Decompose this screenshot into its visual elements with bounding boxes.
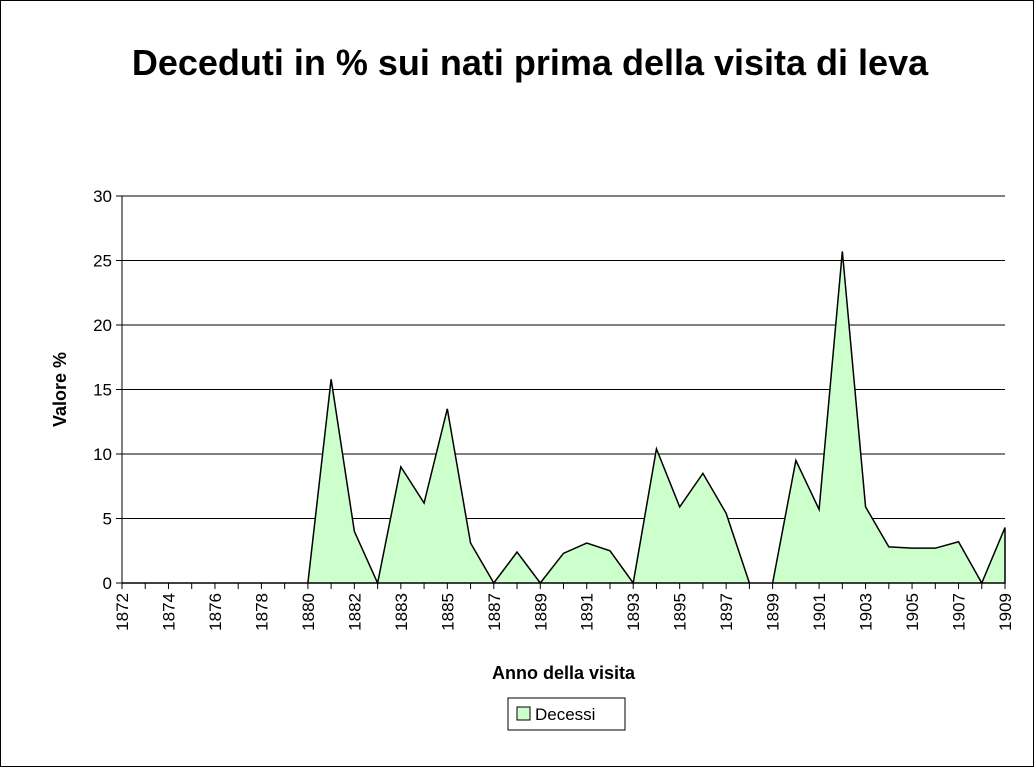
y-tick-label: 10 bbox=[93, 445, 112, 464]
legend-swatch bbox=[516, 706, 531, 721]
x-tick-label: 1872 bbox=[113, 593, 132, 631]
x-tick-label: 1893 bbox=[624, 593, 643, 631]
x-tick-label: 1903 bbox=[857, 593, 876, 631]
y-tick-label: 25 bbox=[93, 252, 112, 271]
x-tick-label: 1909 bbox=[996, 593, 1015, 631]
x-tick-label: 1885 bbox=[438, 593, 457, 631]
y-tick-label: 5 bbox=[103, 510, 112, 529]
x-tick-label: 1891 bbox=[578, 593, 597, 631]
x-tick-label: 1897 bbox=[717, 593, 736, 631]
x-axis-label: Anno della visita bbox=[492, 663, 636, 683]
x-tick-label: 1889 bbox=[531, 593, 550, 631]
chart-title: Deceduti in % sui nati prima della visit… bbox=[131, 42, 929, 83]
y-tick-label: 20 bbox=[93, 316, 112, 335]
legend-label: Decessi bbox=[535, 705, 595, 724]
x-tick-label: 1874 bbox=[159, 593, 178, 631]
x-tick-label: 1876 bbox=[206, 593, 225, 631]
y-tick-label: 0 bbox=[103, 574, 112, 593]
x-tick-label: 1882 bbox=[345, 593, 364, 631]
x-tick-label: 1901 bbox=[810, 593, 829, 631]
y-tick-label: 15 bbox=[93, 381, 112, 400]
x-tick-label: 1883 bbox=[392, 593, 411, 631]
x-tick-label: 1880 bbox=[299, 593, 318, 631]
y-tick-label: 30 bbox=[93, 187, 112, 206]
x-tick-label: 1899 bbox=[764, 593, 783, 631]
x-tick-label: 1878 bbox=[252, 593, 271, 631]
x-tick-label: 1905 bbox=[903, 593, 922, 631]
x-tick-label: 1887 bbox=[485, 593, 504, 631]
x-tick-label: 1895 bbox=[671, 593, 690, 631]
y-axis-label: Valore % bbox=[50, 352, 70, 427]
x-tick-label: 1907 bbox=[950, 593, 969, 631]
